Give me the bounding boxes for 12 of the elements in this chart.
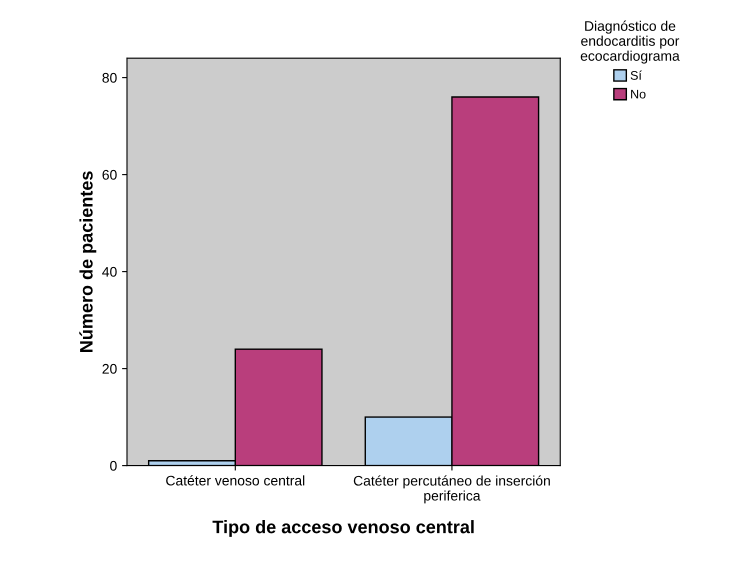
y-axis-title: Número de pacientes (79, 171, 96, 352)
x-tick-label: Catéter venoso central (166, 475, 304, 486)
x-tick-label: Catéter percutáneo de inserción periferica (354, 475, 550, 504)
legend-label: Sí (630, 70, 642, 80)
legend-label: No (631, 90, 646, 99)
y-tick-label: 60 (102, 170, 117, 180)
y-tick-label: 0 (110, 460, 117, 471)
y-tick-label: 40 (102, 266, 117, 277)
x-axis-title: Tipo de acceso venoso central (212, 520, 474, 537)
y-tick-label: 80 (102, 72, 117, 83)
legend-title: Diagnóstico de endocarditis por ecocardiograma (580, 20, 680, 64)
y-tick-label: 20 (102, 364, 117, 374)
